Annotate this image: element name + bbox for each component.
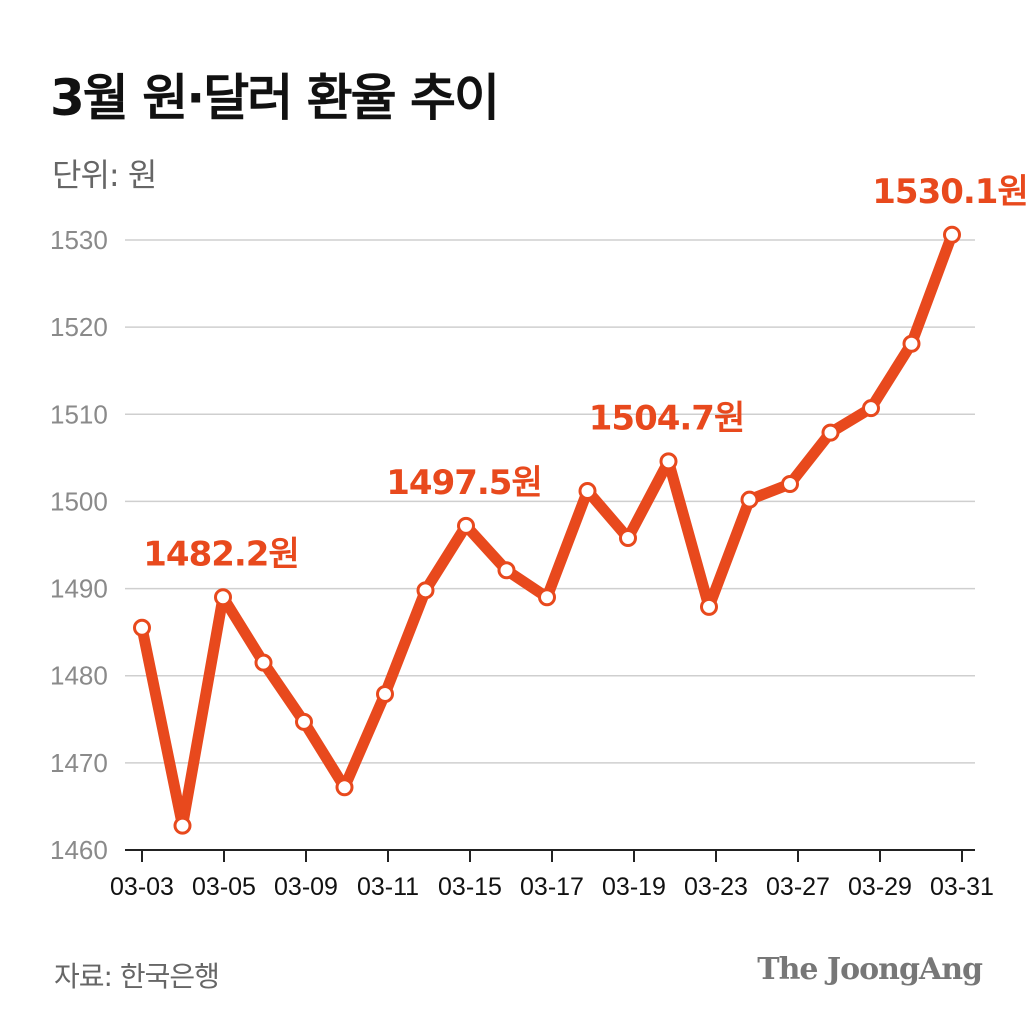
data-point <box>578 481 597 500</box>
x-tick-label: 03-27 <box>766 873 830 901</box>
x-tick-label: 03-05 <box>192 873 256 901</box>
unit-label: 단위: 원 <box>52 156 157 194</box>
data-point <box>943 225 961 244</box>
data-label: 1497.5원 <box>386 463 541 503</box>
y-tick-label: 1470 <box>50 748 108 778</box>
series-line <box>136 229 958 832</box>
data-label: 1482.2원 <box>143 534 298 574</box>
data-point <box>295 712 313 731</box>
data-label: 1504.7원 <box>589 398 744 438</box>
x-axis-ticks: 03-03 03-05 03-09 03-11 03-15 03-17 03-19 03-23… <box>110 850 994 901</box>
brand-logo: The JoongAng <box>757 952 983 987</box>
data-point <box>254 653 273 672</box>
data-point <box>133 618 151 637</box>
data-point <box>538 588 556 607</box>
y-axis-ticks: 1460 1470 1480 1490 1500 1510 1520 1530 <box>50 225 108 865</box>
data-point <box>821 423 840 442</box>
data-label: 1530.1원 <box>872 172 1027 212</box>
data-point <box>862 399 880 418</box>
y-tick-label: 1500 <box>50 486 108 516</box>
data-point <box>173 816 192 835</box>
y-tick-label: 1510 <box>50 399 108 429</box>
series <box>133 225 961 835</box>
x-tick-label: 03-15 <box>438 873 502 901</box>
data-point <box>700 597 718 616</box>
x-tick-label: 03-03 <box>110 873 174 901</box>
data-point <box>619 529 637 548</box>
annotations: 1482.2원 1497.5원 1504.7원 1530.1원 <box>143 172 1028 575</box>
data-point <box>457 516 475 535</box>
y-tick-label: 1480 <box>50 661 108 691</box>
x-tick-label: 03-09 <box>274 873 338 901</box>
data-point <box>497 561 516 580</box>
data-point <box>740 490 759 509</box>
x-tick-label: 03-11 <box>357 873 419 901</box>
y-tick-label: 1460 <box>50 835 108 865</box>
x-tick-label: 03-19 <box>602 873 666 901</box>
gridlines <box>125 239 975 764</box>
data-point <box>376 685 394 704</box>
chart-title: 3월 원·달러 환율 추이 <box>50 69 500 127</box>
x-tick-label: 03-17 <box>520 873 584 901</box>
data-point <box>335 778 354 797</box>
data-point <box>659 452 678 471</box>
y-tick-label: 1520 <box>50 312 108 342</box>
y-tick-label: 1530 <box>50 225 108 255</box>
data-point <box>781 475 799 493</box>
x-tick-label: 03-29 <box>848 873 912 901</box>
x-tick-label: 03-31 <box>930 873 994 901</box>
data-point <box>214 588 232 607</box>
data-point <box>902 334 921 353</box>
source-note: 자료: 한국은행 <box>54 960 220 993</box>
y-tick-label: 1490 <box>50 574 108 604</box>
data-point <box>416 581 435 600</box>
x-tick-label: 03-23 <box>684 873 748 901</box>
